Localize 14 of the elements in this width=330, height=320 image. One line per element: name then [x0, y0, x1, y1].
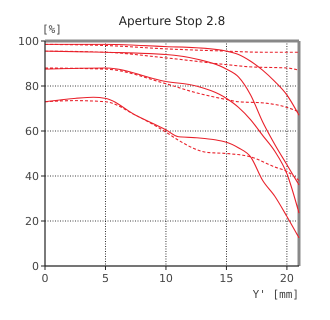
y-tick-label: 20 [25, 215, 39, 228]
x-tick-label: 15 [219, 272, 234, 285]
y-tick-label: 0 [32, 260, 39, 273]
y-tick-label: 100 [18, 35, 39, 48]
chart-title: Aperture Stop 2.8 [118, 14, 226, 28]
y-tick-label: 80 [25, 80, 39, 93]
y-tick-label: 60 [25, 125, 39, 138]
y-tick-label: 40 [25, 170, 39, 183]
x-axis-title: Y' [mm] [252, 288, 299, 301]
x-tick-label: 20 [280, 272, 294, 285]
x-tick-label: 10 [158, 272, 173, 285]
y-axis-title: [%] [42, 23, 62, 36]
x-tick-label: 5 [102, 272, 109, 285]
x-tick-label: 0 [42, 272, 48, 285]
